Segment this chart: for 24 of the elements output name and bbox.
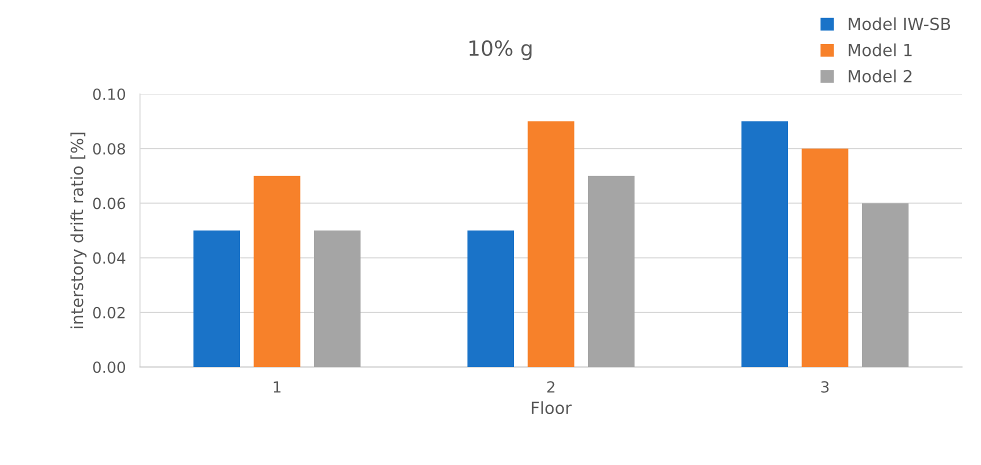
bar [741,121,788,367]
x-tick-label: 1 [274,381,280,392]
y-tick-label: 0.00 [93,361,126,374]
legend-label: Model 2 [848,70,912,82]
bar [802,148,848,367]
bar [588,176,635,367]
bar [528,121,574,367]
chart-title: 10% g [470,40,532,60]
bar [193,230,240,367]
bar [254,176,300,367]
y-axis-title: interstory drift ratio [%] [70,132,87,328]
bar [314,230,361,367]
x-tick-label: 3 [821,381,829,393]
x-tick-label: 2 [547,381,554,392]
y-tick-label: 0.04 [93,252,126,264]
bar [862,203,909,367]
y-tick-label: 0.02 [93,306,125,318]
x-axis-title: Floor [532,401,572,414]
y-tick-label: 0.08 [93,143,126,155]
bar [467,230,514,367]
legend-label: Model 1 [848,43,912,56]
legend-label: Model IW-SB [848,17,950,30]
y-tick-label: 0.06 [93,198,126,210]
y-tick-label: 0.10 [93,88,126,100]
